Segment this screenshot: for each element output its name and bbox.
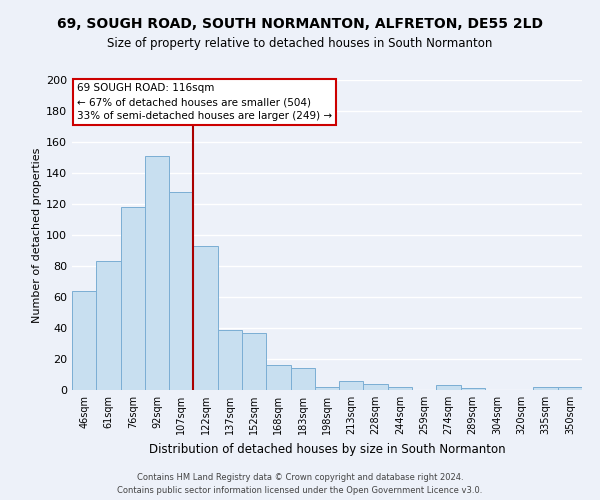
Text: 69 SOUGH ROAD: 116sqm
← 67% of detached houses are smaller (504)
33% of semi-det: 69 SOUGH ROAD: 116sqm ← 67% of detached …: [77, 83, 332, 121]
Bar: [169, 192, 193, 390]
Bar: [218, 330, 242, 390]
Bar: [364, 384, 388, 390]
Text: Size of property relative to detached houses in South Normanton: Size of property relative to detached ho…: [107, 38, 493, 51]
Bar: [461, 388, 485, 390]
Bar: [558, 387, 582, 390]
Text: Contains HM Land Registry data © Crown copyright and database right 2024.
Contai: Contains HM Land Registry data © Crown c…: [118, 474, 482, 495]
Bar: [242, 332, 266, 390]
X-axis label: Distribution of detached houses by size in South Normanton: Distribution of detached houses by size …: [149, 442, 505, 456]
Bar: [193, 246, 218, 390]
Bar: [315, 387, 339, 390]
Bar: [72, 291, 96, 390]
Bar: [145, 156, 169, 390]
Bar: [339, 380, 364, 390]
Bar: [96, 262, 121, 390]
Bar: [436, 386, 461, 390]
Bar: [121, 207, 145, 390]
Bar: [290, 368, 315, 390]
Text: 69, SOUGH ROAD, SOUTH NORMANTON, ALFRETON, DE55 2LD: 69, SOUGH ROAD, SOUTH NORMANTON, ALFRETO…: [57, 18, 543, 32]
Bar: [388, 387, 412, 390]
Bar: [266, 365, 290, 390]
Bar: [533, 387, 558, 390]
Y-axis label: Number of detached properties: Number of detached properties: [32, 148, 42, 322]
